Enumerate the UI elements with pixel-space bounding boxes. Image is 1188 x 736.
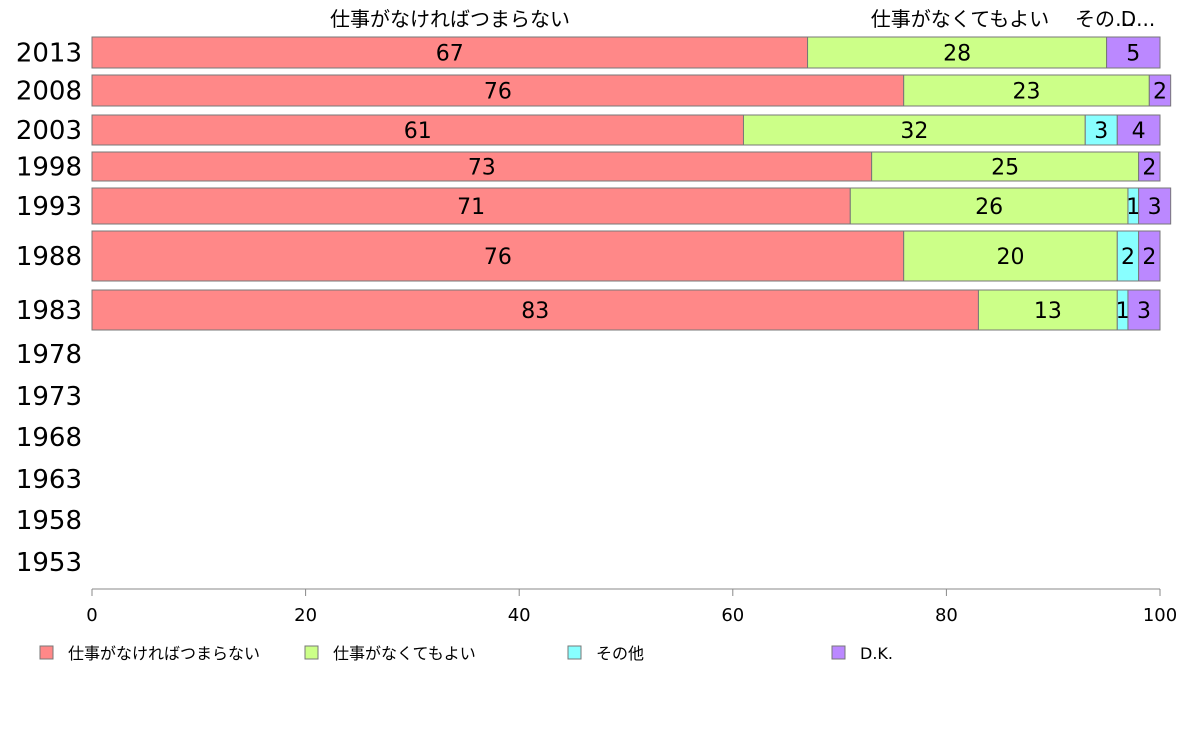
data-label: 73 (468, 156, 496, 181)
category-label: 1983 (16, 296, 82, 326)
data-label: 1 (1126, 195, 1140, 220)
series-top-label: 仕事がなくてもよい (871, 7, 1049, 31)
bar-segment (1148, 74, 1172, 107)
x-tick-label: 0 (86, 605, 97, 626)
bar-segment (903, 230, 1118, 282)
x-tick-label: 40 (508, 605, 531, 626)
data-label: 32 (900, 119, 928, 144)
x-tick-label: 100 (1143, 605, 1177, 626)
bar-segment (871, 151, 1140, 182)
category-label: 1968 (16, 423, 82, 453)
category-label: 2008 (16, 77, 82, 107)
bar-segment (1138, 151, 1161, 182)
data-label: 26 (975, 195, 1003, 220)
category-label: 1958 (16, 506, 82, 536)
category-label: 1963 (16, 465, 82, 495)
data-label: 23 (1013, 80, 1041, 105)
category-label: 1953 (16, 548, 82, 578)
data-label: 2 (1142, 156, 1156, 181)
data-label: 76 (484, 245, 512, 270)
category-label: 1998 (16, 153, 82, 183)
bar-segment (1084, 114, 1118, 146)
bar-segment (1138, 187, 1172, 225)
data-label: 3 (1137, 299, 1151, 324)
legend-swatch (39, 645, 54, 660)
legend: 仕事がなければつまらない 仕事がなくてもよい その他 D.K. (39, 644, 893, 663)
data-label: 71 (457, 195, 485, 220)
data-label: 4 (1132, 119, 1146, 144)
legend-label: 仕事がなくてもよい (333, 644, 476, 663)
legend-label: D.K. (860, 644, 893, 663)
category-label: 1973 (16, 382, 82, 412)
legend-swatch (831, 645, 846, 660)
data-label: 5 (1126, 42, 1140, 67)
data-label: 61 (404, 119, 432, 144)
bars-layer: 67 28 576 23 261 32 3 473 25 271 26 1 376 20 2 283 13 1 3 (91, 36, 1172, 331)
data-label: 25 (991, 156, 1019, 181)
series-top-label: その… (1075, 7, 1135, 31)
bar-segment (1106, 36, 1161, 69)
data-label: 1 (1116, 299, 1130, 324)
data-label: 76 (484, 80, 512, 105)
bar-segment (1138, 230, 1161, 282)
data-label: 3 (1148, 195, 1162, 220)
category-label: 2013 (16, 39, 82, 69)
series-top-label: D... (1121, 7, 1155, 31)
data-label: 28 (943, 42, 971, 67)
data-label: 3 (1094, 119, 1108, 144)
x-tick-label: 20 (294, 605, 317, 626)
bar-segment (849, 187, 1129, 225)
bar-segment (91, 230, 905, 282)
top-labels: 仕事がなければつまらない 仕事がなくてもよい その…D... (330, 7, 1155, 31)
data-label: 2 (1121, 245, 1135, 270)
data-label: 2 (1142, 245, 1156, 270)
legend-swatch (304, 645, 319, 660)
data-label: 13 (1034, 299, 1062, 324)
category-label: 1993 (16, 192, 82, 222)
data-label: 2 (1153, 80, 1167, 105)
bar-segment (91, 151, 873, 182)
bar-segment (91, 36, 809, 69)
legend-label: その他 (596, 644, 644, 663)
data-label: 20 (996, 245, 1024, 270)
data-label: 83 (521, 299, 549, 324)
bar-segment (91, 114, 744, 146)
bar-segment (91, 187, 851, 225)
category-label: 2003 (16, 116, 82, 146)
data-label: 67 (436, 42, 464, 67)
category-label: 1988 (16, 242, 82, 272)
legend-swatch (567, 645, 582, 660)
bar-segment (1127, 289, 1161, 331)
bar-segment (903, 74, 1150, 107)
category-label: 1978 (16, 340, 82, 370)
category-labels: 2013 2008 2003 1998 1993 1988 1983 1978 1973 1968… (16, 39, 82, 579)
series-top-label: 仕事がなければつまらない (330, 7, 570, 31)
bar-segment (91, 289, 979, 331)
bar-segment (807, 36, 1108, 69)
legend-label: 仕事がなければつまらない (68, 644, 260, 663)
x-tick-label: 60 (721, 605, 744, 626)
bar-segment (977, 289, 1118, 331)
x-tick-label: 80 (935, 605, 958, 626)
bar-segment (1116, 114, 1161, 146)
x-axis: 0 20 40 60 80 100 (86, 588, 1177, 626)
